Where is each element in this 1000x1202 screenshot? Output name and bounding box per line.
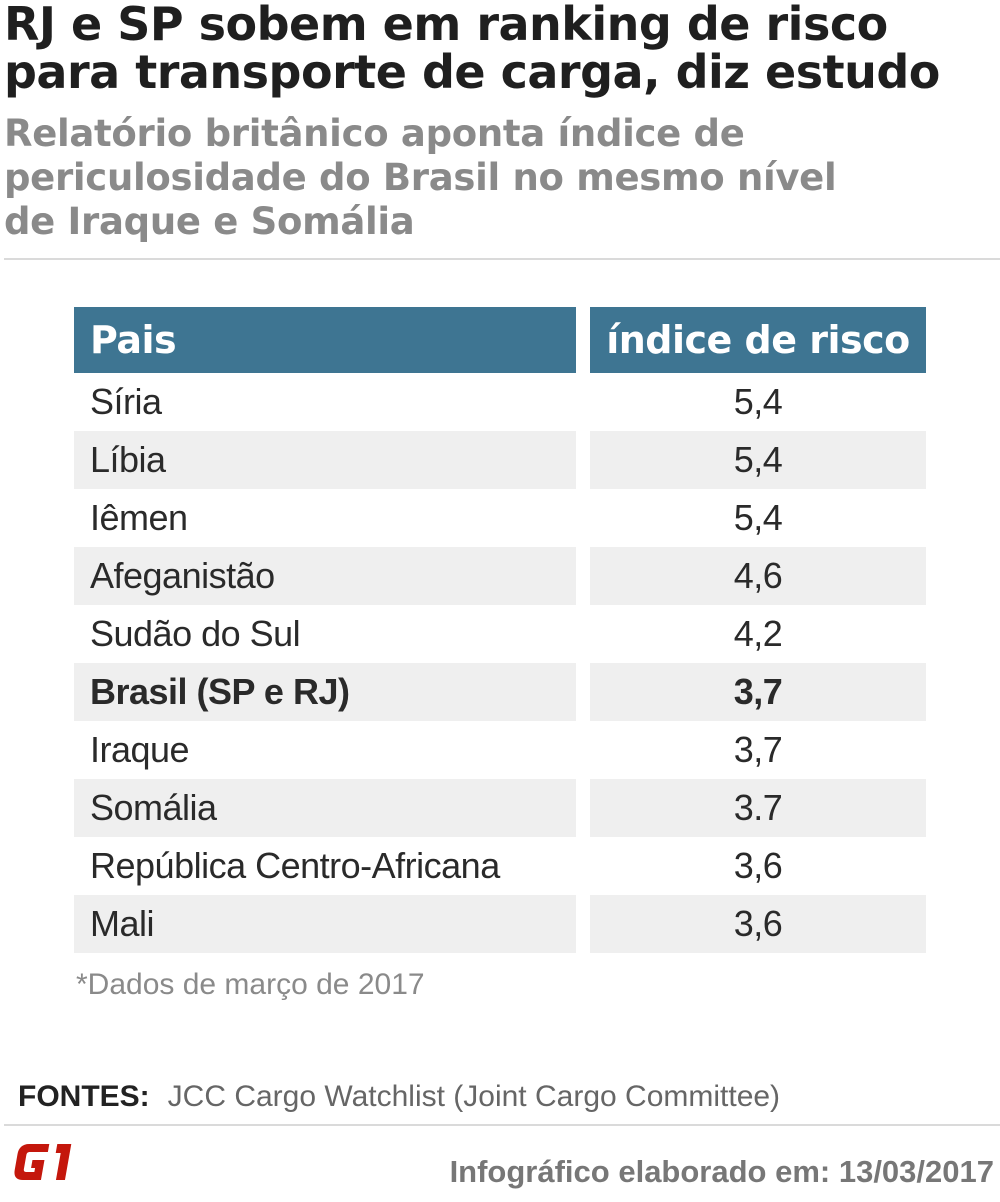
chart-title: RJ e SP sobem em ranking de risco para t… xyxy=(4,0,940,99)
cell-risk-index: 3,7 xyxy=(733,729,783,770)
cell-risk-index: 4,2 xyxy=(733,613,783,654)
cell-risk-index: 5,4 xyxy=(733,497,783,538)
cell-risk-index: 4,6 xyxy=(590,547,926,605)
cell-country: Líbia xyxy=(74,431,576,489)
cell-country: Iraque xyxy=(90,729,190,770)
bottom-divider xyxy=(4,1124,1000,1126)
table-body: Síria 5,4 Líbia 5,4 Iêmen 5,4 Afeganistão 4,6 Su… xyxy=(74,373,926,953)
header-country: Pais xyxy=(74,307,576,373)
chart-subtitle: Relatório britânico aponta índice de per… xyxy=(4,112,837,243)
sources-label: FONTES: xyxy=(18,1080,150,1113)
table-row: Mali 3,6 xyxy=(74,895,926,953)
sources-line: FONTES: JCC Cargo Watchlist (Joint Cargo … xyxy=(18,1080,780,1114)
cell-risk-index: 5,4 xyxy=(733,381,783,422)
sources-text: JCC Cargo Watchlist (Joint Cargo Committ… xyxy=(167,1080,781,1113)
cell-country: Iêmen xyxy=(90,497,188,538)
footnote: *Dados de março de 2017 xyxy=(76,968,425,1001)
cell-country: Somália xyxy=(74,779,576,837)
header-risk-index: índice de risco xyxy=(590,307,926,373)
table-header-row: Pais índice de risco xyxy=(74,307,926,373)
cell-risk-index: 5,4 xyxy=(590,431,926,489)
cell-country: Brasil (SP e RJ) xyxy=(74,663,576,721)
cell-risk-index: 3,7 xyxy=(590,663,926,721)
cell-risk-index: 3.7 xyxy=(590,779,926,837)
table-row: Iêmen 5,4 xyxy=(74,489,926,547)
cell-risk-index: 3,6 xyxy=(590,895,926,953)
table-row: República Centro-Africana 3,6 xyxy=(74,837,926,895)
table-row: Iraque 3,7 xyxy=(74,721,926,779)
top-divider xyxy=(4,258,1000,260)
table-row: Brasil (SP e RJ) 3,7 xyxy=(74,663,926,721)
credit-line: Infográfico elaborado em: 13/03/2017 xyxy=(449,1154,994,1189)
table-row: Somália 3.7 xyxy=(74,779,926,837)
cell-risk-index: 3,6 xyxy=(733,845,783,886)
g1-logo xyxy=(14,1144,72,1180)
table-row: Líbia 5,4 xyxy=(74,431,926,489)
cell-country: Sudão do Sul xyxy=(90,613,301,654)
cell-country: República Centro-Africana xyxy=(90,845,500,886)
table-row: Sudão do Sul 4,2 xyxy=(74,605,926,663)
cell-country: Afeganistão xyxy=(74,547,576,605)
cell-country: Mali xyxy=(74,895,576,953)
table-row: Síria 5,4 xyxy=(74,373,926,431)
cell-country: Síria xyxy=(90,381,162,422)
table-row: Afeganistão 4,6 xyxy=(74,547,926,605)
risk-table: Pais índice de risco Síria 5,4 Líbia 5,4 Iêm… xyxy=(60,307,940,953)
